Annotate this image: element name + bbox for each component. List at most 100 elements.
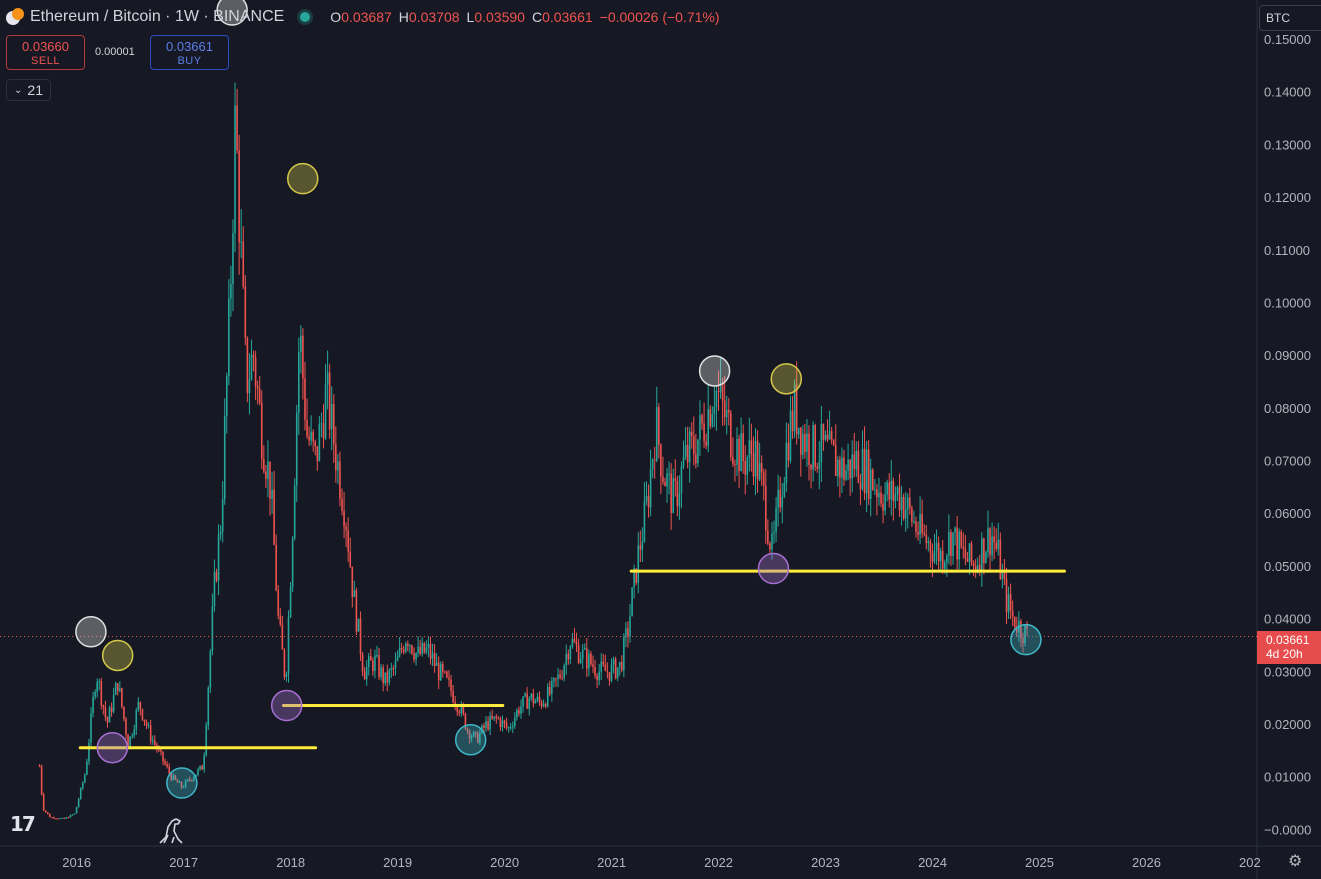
candle-body	[725, 409, 728, 418]
y-tick-label: −0.0000	[1264, 822, 1311, 837]
candle-body	[232, 233, 234, 285]
x-tick-label: 2016	[62, 855, 91, 870]
candle-body	[345, 526, 347, 531]
candle-body	[322, 423, 325, 439]
candle-body	[618, 661, 621, 668]
candle-body	[730, 412, 732, 458]
candle-body	[917, 531, 919, 535]
candle-body	[876, 489, 878, 498]
candle-body	[129, 736, 131, 748]
y-tick-label: 0.05000	[1264, 559, 1311, 574]
candle-body	[380, 667, 382, 678]
candle-body	[810, 464, 812, 470]
currency-button[interactable]: BTC	[1259, 5, 1321, 31]
candle-body	[614, 659, 617, 679]
symbol-title[interactable]: Ethereum / Bitcoin · 1W · BINANCE	[30, 8, 285, 25]
candle-body	[509, 727, 512, 729]
candle-body	[542, 704, 545, 707]
candle-body	[295, 412, 298, 486]
candle-body	[662, 476, 664, 482]
candle-body	[277, 590, 280, 616]
candle-body	[1009, 594, 1012, 611]
candle-body	[106, 716, 109, 723]
y-tick-label: 0.03000	[1264, 664, 1311, 679]
chart-header: Ethereum / Bitcoin · 1W · BINANCE O0.036…	[6, 6, 720, 28]
candle-body	[199, 765, 201, 770]
candle-body	[444, 671, 446, 673]
candle-body	[464, 713, 467, 730]
tradingview-logo-icon[interactable]: 17	[10, 812, 36, 836]
y-tick-label: 0.07000	[1264, 454, 1311, 469]
candle-body	[390, 668, 393, 671]
candle-body	[596, 675, 598, 681]
candle-body	[855, 450, 858, 470]
y-tick-label: 0.15000	[1264, 32, 1311, 47]
candle-body	[370, 656, 372, 661]
candle-body	[193, 777, 195, 781]
annotation-circle-retest	[757, 552, 790, 585]
candle-body	[217, 534, 220, 581]
candle-body	[686, 445, 689, 463]
candle-body	[131, 735, 133, 737]
annotation-circle-top	[216, 0, 248, 26]
candle-body	[902, 496, 905, 519]
candle-body	[225, 376, 228, 417]
candle-body	[326, 372, 329, 385]
settings-gear-icon[interactable]: ⚙	[1288, 853, 1303, 870]
candle-body	[943, 562, 946, 569]
x-tick-label: 2018	[276, 855, 305, 870]
candle-body	[314, 441, 317, 447]
candle-body	[635, 568, 637, 583]
candle-body	[752, 453, 755, 477]
candle-body	[608, 672, 611, 681]
candle-body	[92, 696, 94, 714]
candle-body	[65, 817, 68, 819]
buy-button[interactable]: 0.03661 BUY	[150, 35, 229, 70]
dinosaur-icon[interactable]	[158, 815, 186, 845]
candle-body	[269, 461, 271, 499]
candle-body	[172, 775, 175, 781]
candle-body	[1011, 610, 1014, 617]
y-tick-label: 0.10000	[1264, 295, 1311, 310]
candle-body	[849, 459, 851, 479]
candle-body	[717, 390, 720, 393]
candle-body	[394, 660, 397, 669]
candle-body	[740, 433, 742, 472]
candle-body	[639, 545, 642, 550]
candle-body	[442, 663, 444, 672]
candle-body	[707, 409, 709, 446]
candle-body	[357, 618, 360, 632]
candle-body	[750, 440, 753, 454]
candle-body	[240, 241, 242, 243]
candle-body	[522, 696, 524, 707]
indicators-toggle[interactable]: ⌄ 21	[6, 79, 51, 101]
candle-body	[69, 815, 72, 818]
candle-body	[166, 764, 168, 767]
candle-body	[845, 470, 847, 480]
candle-body	[384, 672, 387, 684]
x-tick-label: 202	[1239, 855, 1261, 870]
candle-body	[769, 543, 771, 550]
candle-body	[491, 715, 493, 719]
candle-body	[637, 545, 640, 583]
candle-body	[372, 660, 374, 671]
candle-body	[479, 733, 481, 743]
candle-body	[1022, 638, 1024, 644]
candle-body	[415, 652, 417, 660]
candle-body	[427, 643, 430, 648]
x-tick-label: 2021	[597, 855, 626, 870]
candle-body	[579, 659, 582, 663]
candle-body	[534, 700, 537, 704]
candle-body	[349, 551, 352, 567]
candle-body	[779, 489, 782, 508]
annotation-circle-bottom	[454, 724, 487, 756]
candle-body	[658, 407, 660, 445]
candle-body	[843, 457, 845, 480]
sell-button[interactable]: 0.03660 SELL	[6, 35, 85, 70]
candle-body	[964, 548, 967, 559]
candle-body	[995, 542, 998, 549]
candle-body	[804, 433, 806, 452]
candle-body	[110, 707, 113, 712]
last-price: 0.03661	[1266, 633, 1310, 647]
